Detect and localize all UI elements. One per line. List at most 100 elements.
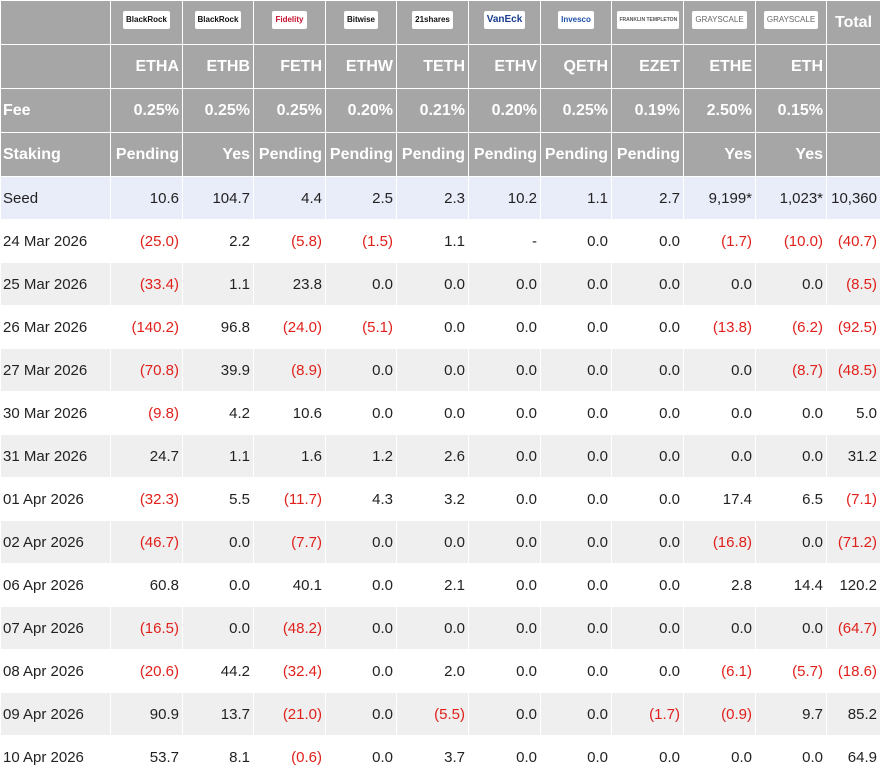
ticker: ETH: [756, 45, 827, 89]
flow-value: 0.0: [326, 736, 397, 779]
flow-value: (48.2): [254, 607, 326, 650]
flow-value: (10.0): [756, 220, 827, 263]
flow-value: 1,023*: [756, 177, 827, 220]
flow-value: 1.1: [183, 435, 254, 478]
flow-value: 0.0: [684, 349, 756, 392]
flow-value: 0.0: [469, 306, 541, 349]
flow-value: 0.0: [756, 521, 827, 564]
empty-cell: [827, 45, 880, 89]
flow-value: 0.0: [612, 564, 684, 607]
ticker: QETH: [541, 45, 612, 89]
flow-value: (8.9): [254, 349, 326, 392]
flow-value: 0.0: [469, 521, 541, 564]
flow-value: 8.1: [183, 736, 254, 779]
row-label: 25 Mar 2026: [1, 263, 111, 306]
issuer-logo: GRAYSCALE: [692, 11, 746, 29]
flow-value: 0.0: [469, 392, 541, 435]
flow-value: 0.0: [397, 349, 469, 392]
flow-value: (7.7): [254, 521, 326, 564]
flow-value: 6.5: [756, 478, 827, 521]
flow-value: 10.6: [254, 392, 326, 435]
flow-value: 17.4: [684, 478, 756, 521]
flow-value: 39.9: [183, 349, 254, 392]
issuer-logo: GRAYSCALE: [764, 11, 818, 29]
flow-value: 13.7: [183, 693, 254, 736]
issuer-logo: Invesco: [558, 11, 594, 29]
flow-value: 0.0: [397, 607, 469, 650]
total-value: (8.5): [827, 263, 880, 306]
staking-value: Pending: [254, 133, 326, 177]
flow-value: -: [469, 220, 541, 263]
flow-value: 2.0: [397, 650, 469, 693]
flow-value: 0.0: [469, 650, 541, 693]
flow-value: 1.1: [183, 263, 254, 306]
flow-value: 0.0: [541, 693, 612, 736]
ticker: TETH: [397, 45, 469, 89]
flow-value: (16.8): [684, 521, 756, 564]
flow-value: 2.5: [326, 177, 397, 220]
flow-value: 0.0: [541, 263, 612, 306]
row-label: 24 Mar 2026: [1, 220, 111, 263]
flow-value: 3.2: [397, 478, 469, 521]
flow-value: 53.7: [111, 736, 183, 779]
issuer-logo: 21shares: [412, 11, 453, 29]
logo-cell: GRAYSCALE: [756, 1, 827, 45]
flow-value: 2.7: [612, 177, 684, 220]
flow-value: 0.0: [684, 736, 756, 779]
flow-value: 0.0: [612, 736, 684, 779]
flow-value: 0.0: [469, 435, 541, 478]
flow-value: 0.0: [541, 349, 612, 392]
flow-value: 9,199*: [684, 177, 756, 220]
row-label: 27 Mar 2026: [1, 349, 111, 392]
flow-value: 0.0: [541, 220, 612, 263]
flow-value: (6.2): [756, 306, 827, 349]
flow-value: (9.8): [111, 392, 183, 435]
row-label: 10 Apr 2026: [1, 736, 111, 779]
logo-cell: BlackRock: [183, 1, 254, 45]
row-label: 07 Apr 2026: [1, 607, 111, 650]
flow-value: (140.2): [111, 306, 183, 349]
flow-value: 24.7: [111, 435, 183, 478]
flow-value: 0.0: [183, 607, 254, 650]
flow-value: (5.7): [756, 650, 827, 693]
flow-value: 0.0: [541, 478, 612, 521]
flow-value: 0.0: [397, 521, 469, 564]
flow-value: 60.8: [111, 564, 183, 607]
flow-value: (21.0): [254, 693, 326, 736]
empty-cell: [827, 133, 880, 177]
flow-value: 1.1: [397, 220, 469, 263]
flow-value: (6.1): [684, 650, 756, 693]
flow-value: 0.0: [541, 306, 612, 349]
logo-cell: BlackRock: [111, 1, 183, 45]
logo-cell: Invesco: [541, 1, 612, 45]
staking-value: Pending: [612, 133, 684, 177]
row-label: Seed: [1, 177, 111, 220]
empty-cell: [827, 89, 880, 133]
flow-value: (32.4): [254, 650, 326, 693]
flow-value: (32.3): [111, 478, 183, 521]
total-value: (40.7): [827, 220, 880, 263]
fee-label: Fee: [1, 89, 111, 133]
flow-value: (70.8): [111, 349, 183, 392]
total-value: (48.5): [827, 349, 880, 392]
flow-value: (16.5): [111, 607, 183, 650]
fee-value: 0.25%: [254, 89, 326, 133]
flow-value: 0.0: [612, 263, 684, 306]
flow-value: 0.0: [612, 650, 684, 693]
flow-value: (0.6): [254, 736, 326, 779]
flow-value: 0.0: [397, 263, 469, 306]
flow-value: 104.7: [183, 177, 254, 220]
flow-value: 0.0: [469, 349, 541, 392]
